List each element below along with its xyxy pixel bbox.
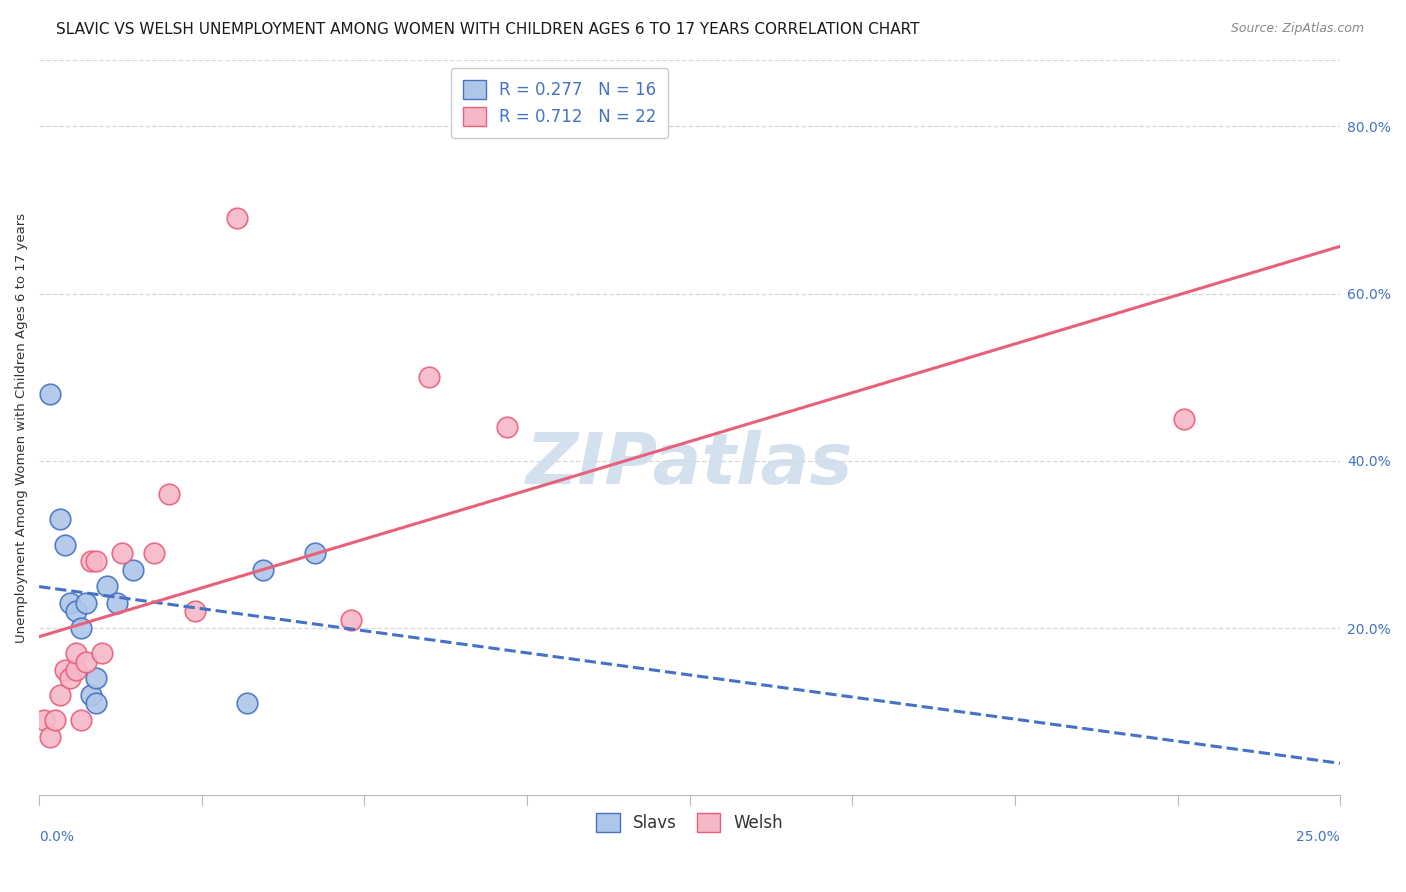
Point [111,546,134,560]
Point [142,546,165,560]
Y-axis label: Unemployment Among Women with Children Ages 6 to 17 years: Unemployment Among Women with Children A… [15,212,28,642]
Point [121,563,143,577]
Point [236,697,259,711]
Point [105,596,128,610]
Legend: Slavs, Welsh: Slavs, Welsh [589,806,790,838]
Point [90,646,112,660]
Point [65,663,87,677]
Text: Source: ZipAtlas.com: Source: ZipAtlas.com [1230,22,1364,36]
Point [225,211,247,226]
Point [86,554,108,568]
Text: SLAVIC VS WELSH UNEMPLOYMENT AMONG WOMEN WITH CHILDREN AGES 6 TO 17 YEARS CORREL: SLAVIC VS WELSH UNEMPLOYMENT AMONG WOMEN… [56,22,920,37]
Point [65,646,87,660]
Point [59,596,82,610]
Point [53,537,76,551]
Point [59,671,82,685]
Point [1173,412,1195,426]
Point [75,655,97,669]
Point [80,554,103,568]
Point [86,671,108,685]
Text: 25.0%: 25.0% [1296,830,1340,845]
Point [157,487,180,501]
Point [340,613,363,627]
Point [496,420,519,434]
Point [418,370,440,384]
Point [53,663,76,677]
Point [304,546,326,560]
Point [86,697,108,711]
Point [38,730,60,744]
Text: ZIPatlas: ZIPatlas [526,430,853,499]
Point [34,713,56,727]
Point [96,579,118,593]
Point [252,563,274,577]
Point [69,621,91,635]
Point [65,604,87,618]
Point [49,512,72,526]
Point [184,604,207,618]
Point [69,713,91,727]
Point [38,387,60,401]
Point [49,688,72,702]
Point [44,713,66,727]
Text: 0.0%: 0.0% [39,830,75,845]
Point [80,688,103,702]
Point [75,596,97,610]
